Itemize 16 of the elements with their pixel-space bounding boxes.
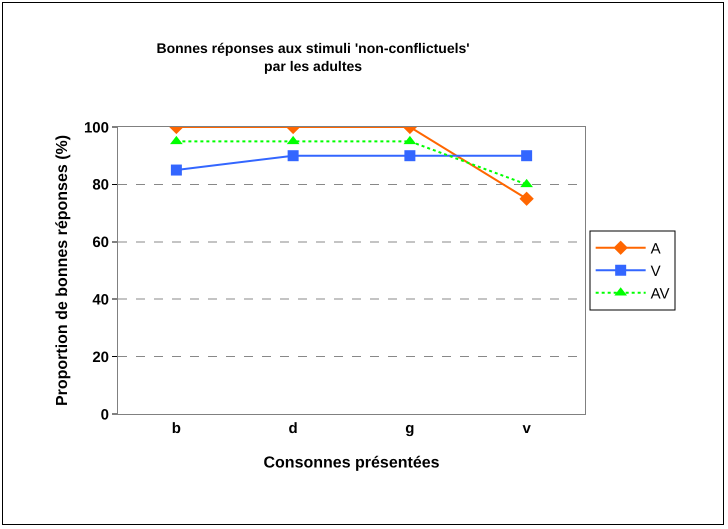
y-tick-label: 0 <box>100 406 109 424</box>
y-tick-label: 40 <box>92 291 109 308</box>
legend-label: AV <box>650 286 670 303</box>
y-tick-label: 80 <box>92 176 109 194</box>
x-tick-label: d <box>288 420 298 437</box>
x-axis-title: Consonnes présentées <box>263 454 440 472</box>
chart-title: Bonnes réponses aux stimuli 'non-conflictuels' par les adultes <box>156 40 470 74</box>
y-tick-label: 20 <box>92 348 109 366</box>
x-tick-label: v <box>522 420 532 437</box>
legend-label: V <box>650 263 661 280</box>
y-tick-label: 60 <box>92 234 109 252</box>
y-tick-label: 100 <box>84 119 109 136</box>
y-axis-title: Proportion de bonnes réponses (%) <box>54 134 71 406</box>
x-tick-label: g <box>405 420 414 437</box>
legend-label: A <box>650 240 661 258</box>
x-tick-label: b <box>172 420 181 437</box>
